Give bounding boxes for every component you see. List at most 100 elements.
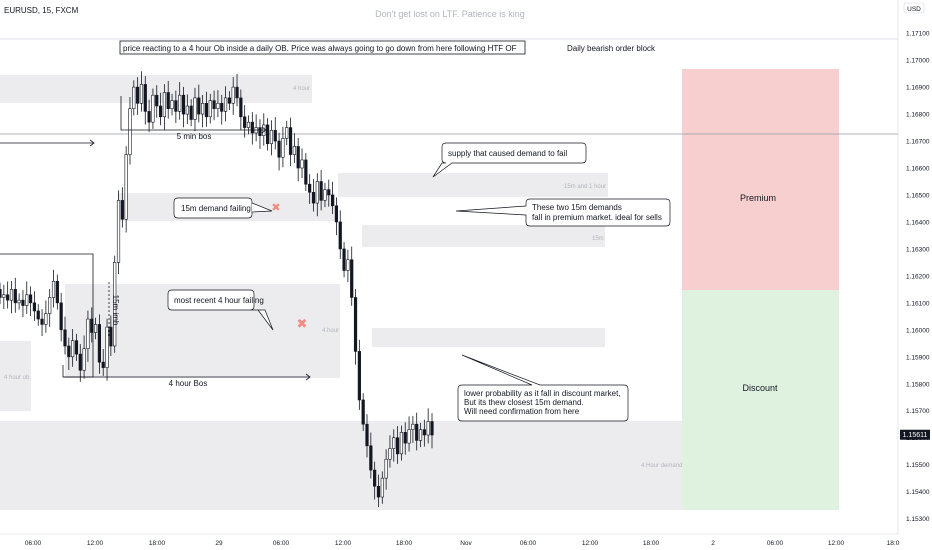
time-tick-label: 06:00: [273, 540, 290, 547]
candle-body: [392, 437, 396, 449]
zone-box[interactable]: [338, 173, 608, 197]
zone-label: 4 hour: [293, 86, 310, 92]
candle-body: [151, 94, 155, 123]
price-tick-label: 1.16300: [906, 246, 930, 253]
candle-body: [323, 189, 327, 201]
candle-body: [223, 97, 228, 112]
zone-box[interactable]: [362, 225, 605, 247]
time-tick-label: 18:0: [887, 540, 900, 547]
candle-body: [25, 294, 29, 306]
candle-body: [139, 84, 144, 104]
callout-two-demands-line2: fall in premium market. ideal for sells: [532, 213, 662, 222]
candle-body: [327, 189, 331, 196]
candle-body: [246, 121, 251, 128]
candle-body: [82, 348, 86, 371]
candle-body: [388, 448, 392, 460]
bos-4h-line: [62, 365, 310, 378]
candle-body: [300, 159, 304, 169]
candle-body: [426, 421, 430, 436]
candle-body: [197, 97, 201, 115]
arrow-5min-head: [261, 126, 267, 134]
callout-15m-failing[interactable]: 15m demand failing: [173, 197, 273, 219]
candle-body: [403, 432, 407, 444]
candle-body: [132, 86, 136, 109]
callout-lower-prob[interactable]: lower probability as it fall in discount…: [457, 354, 629, 422]
candle-body: [258, 127, 262, 136]
discount-zone: [682, 290, 839, 510]
price-tick-label: 1.16500: [906, 192, 930, 199]
candle-body: [128, 108, 132, 155]
price-tick-label: 1.16100: [906, 300, 930, 307]
candle-body: [266, 124, 270, 145]
bos-5min-label: 5 min bos: [177, 132, 212, 141]
candle-body: [71, 340, 75, 358]
candle-body: [296, 146, 300, 169]
candle-body: [250, 121, 254, 134]
candle-body: [304, 159, 308, 185]
cross-icon-1: ✖: [271, 202, 280, 214]
currency-badge[interactable]: [903, 2, 925, 14]
zone-label: 4 hour: [322, 328, 339, 334]
last-price-tag: 1.15611: [900, 429, 930, 440]
zone-box[interactable]: [372, 328, 605, 347]
candle-body: [231, 86, 235, 104]
candle-body: [78, 353, 82, 371]
bos-5min-line: [120, 96, 266, 131]
candle-body: [395, 437, 400, 455]
callout-top[interactable]: price reacting to a 4 hour Ob inside a d…: [119, 40, 526, 55]
time-tick-label: 06:00: [767, 540, 784, 547]
candle-body: [0, 289, 2, 298]
callout-two-demands-line1: These two 15m demands: [532, 203, 622, 212]
candle-body: [212, 100, 216, 109]
candle-body: [32, 302, 37, 312]
candle-body: [147, 111, 151, 123]
price-tick-label: 1.16400: [906, 219, 930, 226]
candle-body: [243, 116, 247, 128]
price-tick-label: 1.17100: [906, 31, 930, 38]
candle-body: [97, 324, 101, 363]
candle-body: [220, 102, 224, 112]
candle-body: [235, 86, 239, 99]
candle-body: [21, 299, 25, 306]
candle-body: [373, 469, 377, 487]
candle-body: [311, 191, 316, 204]
discount-label: Discount: [742, 383, 778, 393]
candle-body: [63, 329, 67, 347]
candle-body: [422, 429, 426, 436]
candle-body: [9, 289, 14, 301]
candle-body: [342, 248, 346, 271]
callout-recent-4h[interactable]: most recent 4 hour failing: [167, 289, 274, 331]
candle-body: [178, 94, 182, 112]
callout-15m-failing-text: 15m demand failing: [181, 204, 251, 213]
zone-box[interactable]: [0, 421, 682, 510]
candle-body: [136, 86, 140, 104]
candle-body: [48, 297, 52, 314]
candle-body: [346, 259, 350, 271]
candle-body: [74, 340, 79, 355]
structure-lines: [0, 96, 311, 381]
candle-body: [51, 280, 56, 298]
price-tick-label: 1.15800: [906, 381, 930, 388]
candle-body: [6, 294, 10, 301]
candle-body: [2, 294, 6, 298]
callout-top-text: price reacting to a 4 hour Ob inside a d…: [123, 44, 517, 53]
zones-layer: 4 hour 15m and 1 hour 15m 4 hour 4 hour ob 4 …: [0, 75, 682, 510]
candle-body: [59, 302, 63, 331]
candle-body: [113, 262, 117, 347]
candle-body: [292, 146, 296, 155]
candle-body: [415, 423, 419, 441]
symbol-label[interactable]: EURUSD, 15, FXCM: [4, 6, 79, 15]
time-tick-label: 29: [215, 540, 223, 547]
zone-label: 15m: [592, 236, 604, 242]
candle-body: [361, 399, 365, 425]
candle-body: [193, 97, 197, 120]
candle-body: [13, 289, 17, 304]
price-axis-bg[interactable]: [898, 0, 932, 550]
candle-body: [273, 129, 277, 142]
callout-supply[interactable]: supply that caused demand to fail: [432, 142, 587, 178]
zone-box[interactable]: [0, 341, 31, 411]
candle-body: [17, 299, 21, 304]
callout-two-demands[interactable]: These two 15m demands fall in premium ma…: [455, 198, 671, 227]
candle-body: [319, 181, 323, 201]
